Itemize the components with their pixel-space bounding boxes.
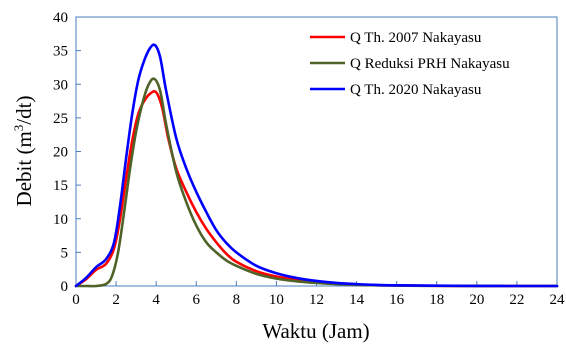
x-tick-label: 18 bbox=[429, 292, 444, 308]
x-tick-label: 12 bbox=[309, 292, 324, 308]
y-tick-label: 25 bbox=[53, 111, 68, 127]
y-axis: 0 5 10 15 20 25 30 35 40 bbox=[53, 10, 81, 295]
legend-label-3: Q Th. 2020 Nakayasu bbox=[350, 82, 482, 98]
y-axis-title-main: Debit (m bbox=[12, 131, 36, 206]
x-tick-label: 20 bbox=[469, 292, 484, 308]
y-tick-label: 15 bbox=[53, 178, 68, 194]
x-tick-label: 4 bbox=[152, 292, 160, 308]
x-tick-label: 0 bbox=[72, 292, 80, 308]
y-tick-label: 0 bbox=[61, 279, 69, 295]
legend-label-2: Q Reduksi PRH Nakayasu bbox=[350, 56, 510, 72]
y-tick-label: 40 bbox=[53, 10, 68, 26]
x-tick-label: 8 bbox=[233, 292, 241, 308]
y-tick-label: 35 bbox=[53, 44, 68, 60]
series-lines bbox=[74, 43, 559, 288]
x-tick-label: 10 bbox=[269, 292, 284, 308]
x-tick-label: 6 bbox=[193, 292, 201, 308]
series-line-3 bbox=[74, 43, 559, 288]
y-tick-label: 10 bbox=[53, 212, 68, 228]
y-axis-title-tail: /dt) bbox=[12, 96, 36, 125]
y-tick-label: 30 bbox=[53, 77, 68, 93]
y-axis-title-superscript: 3 bbox=[11, 125, 26, 132]
x-tick-label: 2 bbox=[112, 292, 120, 308]
x-tick-label: 22 bbox=[509, 292, 524, 308]
x-tick-label: 14 bbox=[349, 292, 365, 308]
legend-label-1: Q Th. 2007 Nakayasu bbox=[350, 30, 482, 46]
y-tick-label: 5 bbox=[61, 245, 69, 261]
x-axis-title: Waktu (Jam) bbox=[262, 319, 369, 343]
legend-box bbox=[305, 22, 551, 104]
legend: Q Th. 2007 Nakayasu Q Reduksi PRH Nakayas… bbox=[310, 30, 510, 98]
y-tick-label: 20 bbox=[53, 145, 68, 161]
x-tick-label: 24 bbox=[550, 292, 566, 308]
y-axis-title: Debit (m3/dt) bbox=[11, 96, 36, 207]
x-axis: 0 2 4 6 8 10 12 14 16 18 20 22 24 bbox=[72, 281, 565, 308]
x-tick-label: 16 bbox=[389, 292, 405, 308]
